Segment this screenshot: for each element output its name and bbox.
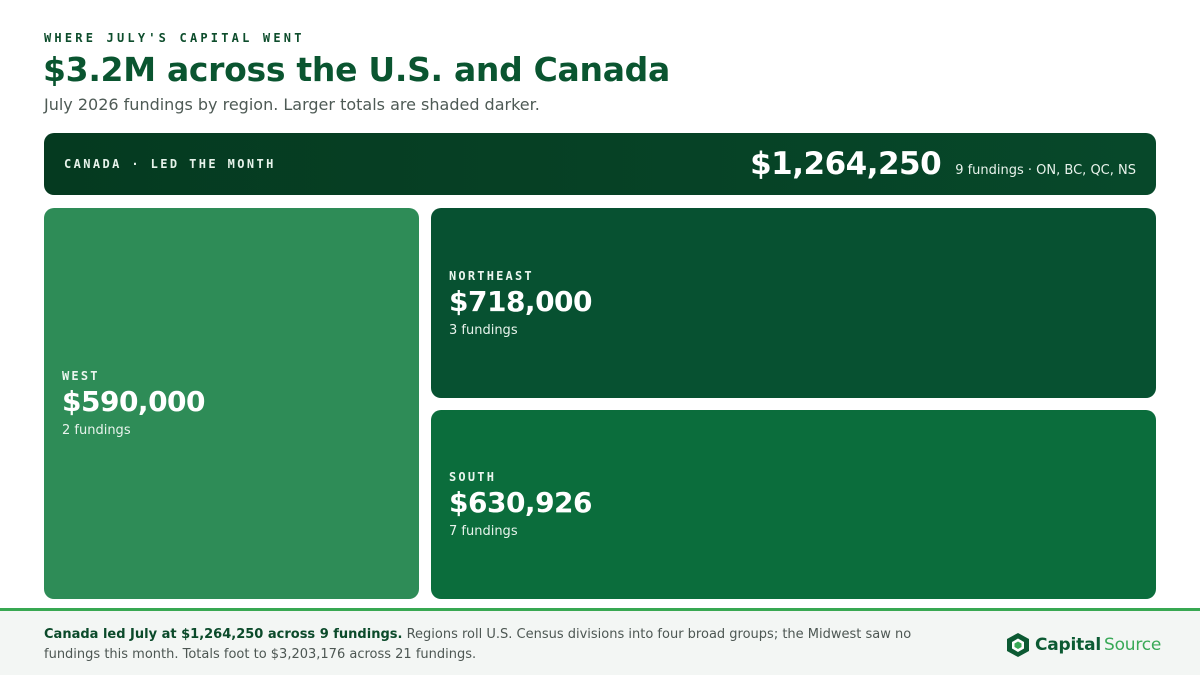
eyebrow: WHERE JULY'S CAPITAL WENT [44, 31, 305, 45]
page-subtitle: July 2026 fundings by region. Larger tot… [44, 95, 540, 114]
south-label: SOUTH [449, 470, 497, 484]
canada-note: 9 fundings · ON, BC, QC, NS [955, 163, 1136, 178]
tile-west: WEST $590,000 2 fundings [44, 208, 419, 599]
canada-banner: CANADA · LED THE MONTH $1,264,250 9 fund… [44, 133, 1156, 195]
footer: Canada led July at $1,264,250 across 9 f… [0, 608, 1200, 675]
logo-wordmark: Capital Source [1035, 635, 1161, 655]
footer-lead: Canada led July at $1,264,250 across 9 f… [44, 627, 403, 642]
page-title: $3.2M across the U.S. and Canada [43, 50, 670, 89]
northeast-value: $718,000 [449, 284, 593, 318]
logo-word-capital: Capital [1035, 635, 1101, 655]
west-label: WEST [62, 369, 100, 383]
northeast-label: NORTHEAST [449, 268, 534, 283]
canada-label: CANADA · LED THE MONTH [64, 157, 276, 171]
tile-northeast: NORTHEAST $718,000 3 fundings [431, 208, 1156, 398]
logo-word-source: Source [1103, 635, 1162, 655]
west-value: $590,000 [62, 385, 206, 418]
capital-source-logo: Capital Source [1006, 632, 1161, 658]
hexagon-logo-icon [1007, 633, 1029, 657]
footer-note: Canada led July at $1,264,250 across 9 f… [44, 625, 964, 665]
west-count: 2 fundings [62, 423, 131, 438]
canada-value: $1,264,250 [750, 146, 942, 182]
canada-figures: $1,264,250 9 fundings · ON, BC, QC, NS [750, 146, 1136, 182]
south-count: 7 fundings [449, 524, 518, 539]
tile-south: SOUTH $630,926 7 fundings [431, 410, 1156, 599]
south-value: $630,926 [449, 486, 593, 519]
northeast-count: 3 fundings [449, 322, 518, 338]
footer-body: Regions roll U.S. Census divisions into … [44, 627, 912, 662]
